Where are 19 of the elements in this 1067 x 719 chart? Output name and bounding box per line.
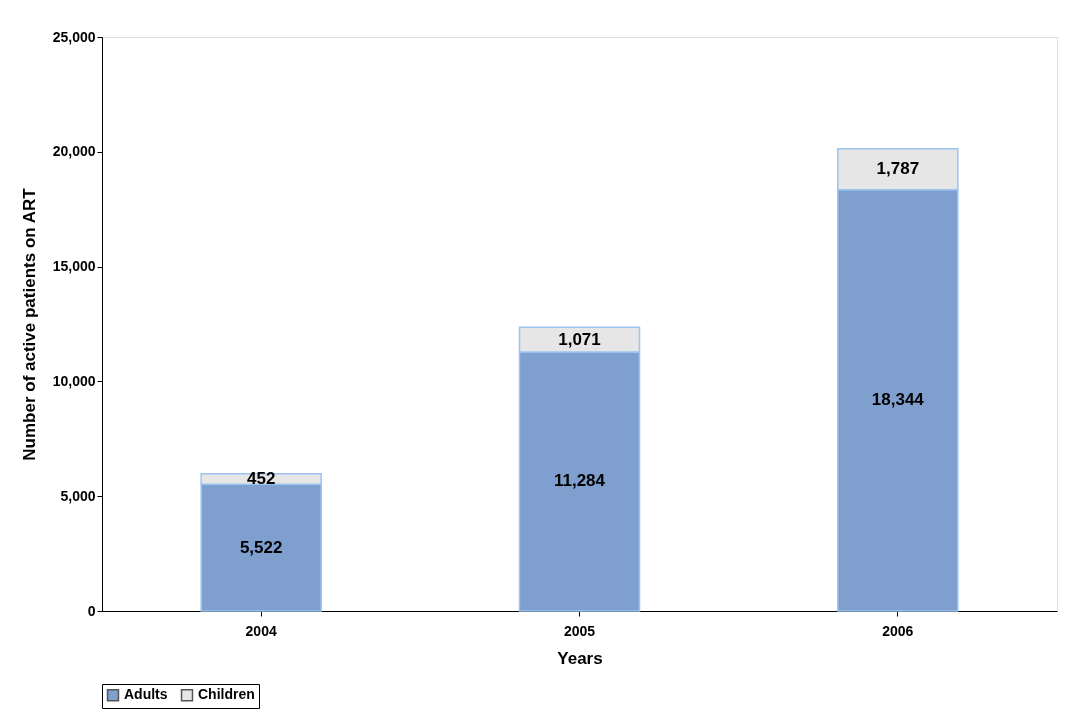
y-tick-label: 10,000 — [52, 372, 96, 389]
x-axis-title: Years — [557, 648, 603, 668]
y-tick-label: 25,000 — [52, 28, 96, 45]
x-tick-label: 2004 — [245, 622, 277, 639]
y-axis-title: Number of active patients on ART — [19, 187, 39, 461]
data-label: 1,787 — [876, 159, 920, 179]
data-label: 5,522 — [239, 537, 283, 557]
data-label: 18,344 — [871, 390, 925, 410]
y-tick-label: 20,000 — [52, 143, 96, 160]
data-label: 1,071 — [558, 329, 601, 349]
legend-label: Adults — [124, 686, 168, 703]
y-tick-label: 5,000 — [60, 487, 96, 504]
legend-label: Children — [198, 686, 255, 703]
data-label: 452 — [246, 469, 276, 489]
y-tick-label: 15,000 — [52, 258, 96, 275]
data-label: 11,284 — [553, 471, 606, 491]
y-tick-label: 0 — [87, 602, 96, 619]
x-tick-label: 2005 — [563, 622, 596, 639]
x-tick-label: 2006 — [882, 622, 914, 639]
